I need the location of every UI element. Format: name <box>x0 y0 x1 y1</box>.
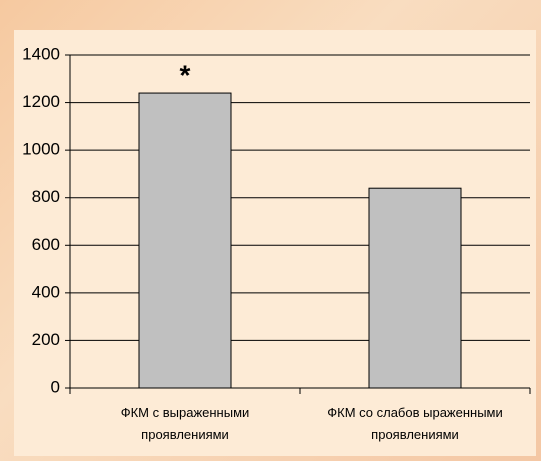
y-tick-label: 0 <box>51 377 60 396</box>
bar <box>368 187 462 389</box>
y-tick-label: 400 <box>32 282 60 301</box>
annotation: * <box>180 59 191 90</box>
y-tick-label: 800 <box>32 187 60 206</box>
y-tick-label: 1000 <box>22 140 60 159</box>
y-tick-label: 1200 <box>22 92 60 111</box>
x-tick-label: ФКМ со слабов ыраженными проявлениями <box>327 405 503 442</box>
y-tick-label: 600 <box>32 235 60 254</box>
x-tick-label: ФКМ с выраженными проявлениями <box>120 405 250 442</box>
y-tick-label: 1400 <box>22 44 60 63</box>
y-tick-label: 200 <box>32 330 60 349</box>
bar <box>138 92 232 389</box>
